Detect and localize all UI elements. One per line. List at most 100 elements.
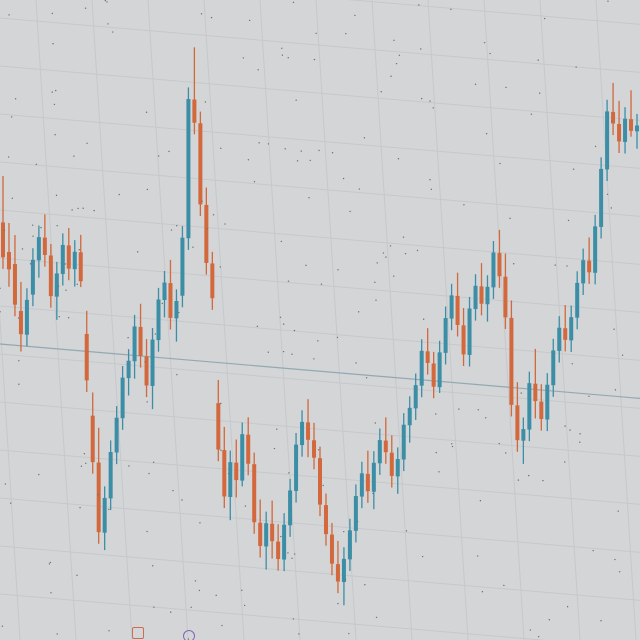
candle (108, 440, 113, 511)
noise-speck (503, 584, 505, 587)
candle (395, 447, 400, 494)
noise-speck (93, 209, 95, 212)
noise-speck (337, 269, 339, 271)
noise-speck (474, 83, 477, 86)
noise-speck (345, 32, 347, 35)
noise-speck (509, 217, 511, 220)
noise-speck (273, 447, 276, 450)
noise-speck (512, 263, 515, 265)
candle (138, 303, 143, 368)
noise-speck (567, 219, 570, 222)
candle (78, 234, 83, 288)
grid-line-horizontal (0, 353, 640, 409)
noise-speck (56, 633, 58, 635)
candle-body (12, 264, 17, 305)
candle (72, 240, 77, 287)
candle (455, 272, 460, 337)
candle-body (479, 286, 484, 304)
candle-body (635, 125, 640, 132)
candle (629, 90, 634, 137)
noise-speck (287, 552, 289, 554)
noise-speck (344, 579, 347, 581)
candle (617, 100, 622, 154)
candle (240, 422, 245, 487)
noise-speck (154, 333, 157, 335)
candle-body (282, 524, 287, 560)
noise-speck (210, 16, 213, 19)
noise-speck (405, 530, 408, 532)
candle (533, 348, 538, 419)
noise-speck (320, 283, 323, 285)
noise-speck (221, 624, 223, 627)
noise-speck (215, 594, 217, 597)
noise-speck (288, 472, 290, 474)
candle (389, 435, 394, 488)
candle-body (503, 276, 508, 318)
noise-speck (291, 557, 293, 559)
noise-speck (484, 417, 487, 419)
candle-body (222, 450, 227, 497)
candle-body (192, 99, 197, 123)
noise-speck (435, 451, 437, 454)
candle (437, 340, 442, 393)
noise-speck (530, 113, 533, 115)
event-marker-icon[interactable] (183, 630, 195, 640)
noise-speck (435, 413, 437, 415)
noise-speck (313, 58, 316, 61)
candle (252, 452, 257, 534)
noise-speck (3, 229, 6, 231)
candle-body (30, 259, 35, 295)
candle (42, 214, 47, 267)
noise-speck (613, 328, 615, 330)
noise-speck (243, 604, 246, 607)
grid-line-vertical (427, 0, 469, 640)
candle-body (575, 282, 580, 318)
noise-speck (348, 632, 350, 635)
candle (114, 406, 119, 465)
noise-speck (579, 441, 581, 443)
candle-body (419, 350, 424, 386)
noise-speck (280, 240, 283, 243)
noise-speck (529, 629, 532, 631)
noise-speck (566, 606, 569, 608)
noise-speck (145, 111, 148, 113)
noise-speck (375, 299, 377, 301)
noise-speck (18, 383, 20, 385)
candle-body (174, 300, 179, 319)
noise-speck (538, 92, 541, 94)
candle (479, 263, 484, 316)
noise-speck (7, 156, 10, 158)
noise-speck (0, 311, 1, 313)
noise-speck (569, 429, 571, 431)
candle-body (623, 118, 628, 142)
candle-body (186, 99, 191, 239)
noise-speck (118, 193, 120, 196)
noise-speck (227, 472, 230, 475)
candle-body (335, 564, 340, 582)
candle (473, 274, 478, 321)
candle-body (120, 377, 125, 419)
grid-line-vertical (371, 0, 413, 640)
candle-body (371, 462, 376, 492)
noise-speck (220, 402, 222, 405)
candle-body (150, 339, 155, 386)
noise-speck (80, 465, 83, 467)
noise-speck (317, 449, 320, 451)
candle (623, 107, 628, 154)
noise-speck (292, 618, 295, 620)
noise-speck (73, 155, 75, 157)
candle (144, 339, 149, 398)
noise-speck (83, 453, 86, 455)
candle-body (132, 326, 137, 362)
noise-speck (498, 442, 500, 445)
candle (413, 373, 418, 420)
noise-speck (520, 392, 522, 394)
trade-marker-icon[interactable] (132, 627, 144, 639)
noise-speck (421, 555, 424, 558)
noise-speck (200, 13, 203, 15)
candle (174, 289, 179, 342)
noise-speck (77, 207, 79, 210)
candle-body (162, 282, 167, 300)
